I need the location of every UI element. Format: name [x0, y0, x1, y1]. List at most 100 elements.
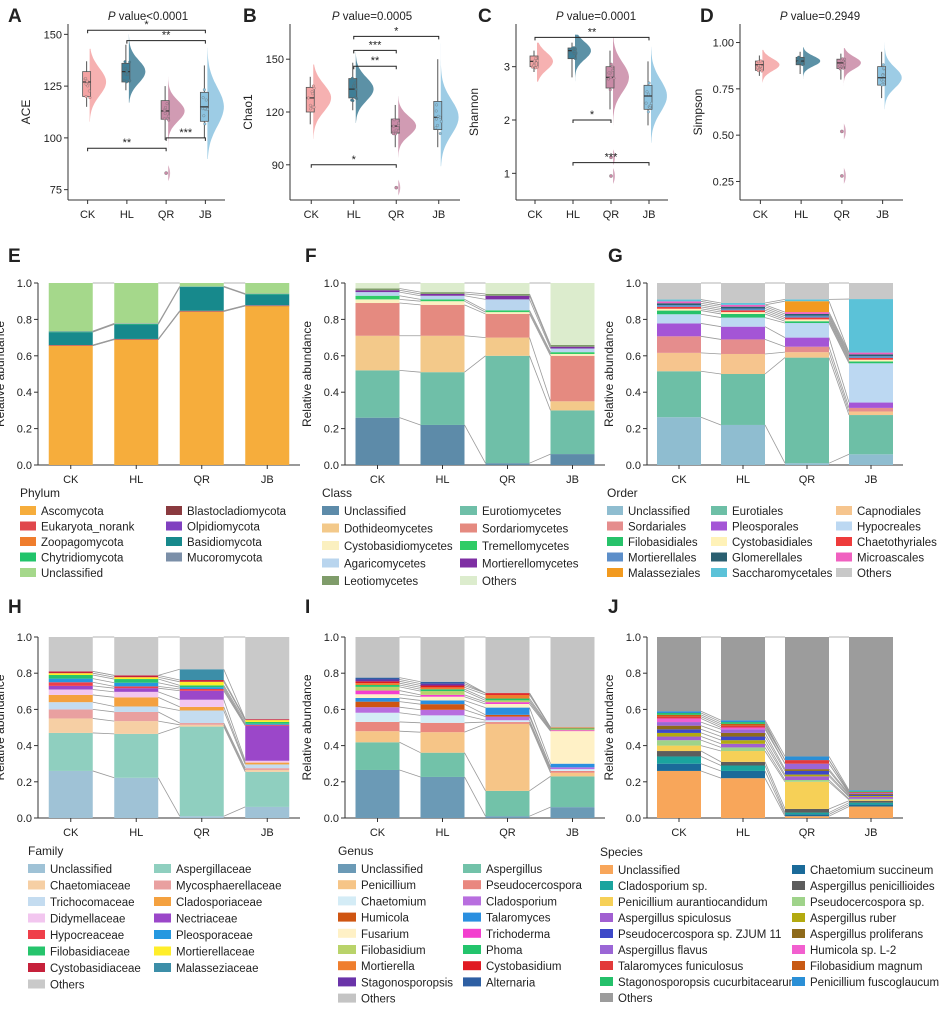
legend-f: Class Unclassified Eurotiomycetes Dothideom… [322, 486, 579, 588]
bar-segment-qr-trichocomaceae [179, 710, 224, 724]
legend-label-capnodiales: Capnodiales [857, 506, 921, 518]
legend-swatch [463, 945, 481, 954]
bar-segment-jb-cladosporium [550, 767, 595, 770]
bar-segment-hl-others [721, 637, 765, 721]
connector-line [399, 712, 421, 716]
violin-qr [168, 76, 185, 152]
connector-line [158, 682, 180, 688]
bar-segment-qr-cladosporium-sp [785, 812, 829, 815]
legend-swatch [600, 945, 613, 954]
bar-segment-ck-nectriaceae [48, 685, 93, 690]
x-tick-label: CK [80, 209, 96, 221]
legend-title: Genus [338, 844, 373, 858]
y-tick-label: 3 [504, 62, 510, 74]
bar-segment-qr-chaetomium [485, 720, 530, 723]
point [644, 101, 648, 105]
legend-label-mortierellomycetes: Mortierellomycetes [482, 559, 579, 571]
x-tick-label: HL [794, 209, 808, 221]
legend-label-others: Others [361, 994, 396, 1006]
legend-swatch [338, 912, 356, 922]
connector-line [828, 346, 850, 409]
point [881, 63, 885, 67]
bar-segment-jb-penicillium-aurantiocandidum [849, 799, 893, 801]
y-axis-label: Relative abundance [300, 674, 314, 780]
bar-segment-qr-mycosphaerellaceae [179, 723, 224, 725]
legend-swatch [600, 913, 613, 922]
legend-swatch [607, 552, 623, 562]
y-tick-label: 0.8 [626, 314, 641, 326]
connector-line [529, 720, 551, 770]
bar-segment-jb-eurotiales [849, 415, 893, 455]
connector-line [764, 317, 786, 324]
point [796, 56, 800, 60]
bar-segment-ck-hypocreales [657, 314, 701, 324]
bar-segment-qr-aspergillus-ruber [785, 774, 829, 777]
connector-line [399, 730, 421, 733]
connector-line [92, 732, 115, 735]
connector-line [828, 317, 850, 359]
point [608, 88, 612, 92]
connector-line [464, 681, 486, 694]
connector-line [399, 679, 421, 685]
legend-swatch [166, 521, 182, 531]
bar-segment-ck-others [657, 637, 701, 712]
bar-segment-hl-chaetomiaceae [114, 721, 159, 734]
connector-line [700, 710, 722, 721]
connector-line [529, 355, 551, 411]
bar-segment-hl-chytridiomycota [114, 323, 159, 325]
y-tick-label: 0.4 [17, 741, 32, 753]
connector-line [828, 337, 850, 403]
connector-line [700, 718, 722, 728]
violin-ck [89, 48, 107, 122]
bar-segment-qr-glomerellales [785, 313, 829, 316]
legend-swatch [792, 865, 805, 874]
x-tick-label: CK [370, 827, 386, 839]
bar-segment-jb-aspergillus-proliferans [849, 794, 893, 796]
panel-f: F 0.0 0.2 0.4 0.6 0.8 1.0 Relative abundance CK H… [300, 246, 605, 588]
connector-line [464, 335, 486, 338]
violin-qr [613, 37, 629, 126]
point [202, 114, 206, 118]
bar-segment-jb-filobasidiaceae [245, 721, 290, 724]
bar-segment-jb-pleosporaceae [245, 723, 290, 725]
x-tick-label: QR [834, 209, 851, 221]
y-tick-label: 0.0 [626, 460, 641, 472]
y-tick-label: 1.0 [17, 278, 32, 290]
connector-line [399, 369, 421, 373]
point [352, 84, 356, 88]
bar-segment-hl-trichocomaceae [114, 706, 159, 712]
panel-title-p: P [780, 11, 788, 23]
bar-segment-jb-aspergillus-penicillioides [849, 800, 893, 803]
bar-segment-qr-phoma [485, 698, 530, 701]
bar-segment-jb-hypocreaceae [245, 724, 290, 726]
point [438, 115, 442, 119]
bar-segment-ck-cystobasidiales [657, 308, 701, 311]
bar-segment-ck-cladosporium-sp [657, 756, 701, 764]
legend-title: Species [600, 845, 643, 859]
connector-line [529, 701, 551, 731]
bar-segment-qr-malasseziaceae [179, 669, 224, 681]
bar-segment-jb-pseudocercospora [550, 770, 595, 773]
panel-i: I 0.0 0.2 0.4 0.6 0.8 1.0 Relative abundance CK H… [300, 597, 605, 1006]
legend-swatch [322, 558, 339, 568]
point [438, 132, 442, 135]
bar-segment-ck-capnodiales [657, 352, 701, 372]
connector-line [828, 770, 850, 796]
violin-ck [537, 42, 553, 82]
connector-line [158, 687, 180, 692]
legend-label-basidiomycota: Basidiomycota [187, 537, 262, 549]
connector-line [158, 668, 180, 676]
bar-segment-qr-leotiomycetes [485, 293, 530, 296]
bar-segment-qr-mortierella [485, 694, 530, 699]
bar-segment-hl-mortierellomycetes [420, 293, 465, 296]
x-tick-label: CK [527, 209, 543, 221]
point [354, 96, 357, 100]
legend-label-trichocomaceae: Trichocomaceae [50, 897, 135, 909]
legend-label-cystobasidiales: Cystobasidiales [732, 537, 813, 549]
bar-segment-jb-sordariales [849, 407, 893, 412]
legend-swatch [20, 568, 36, 577]
y-tick-label: 1.0 [324, 278, 339, 290]
connector-line [464, 700, 486, 708]
connector-line [764, 770, 786, 815]
panel-title: P value<0.0001 [108, 11, 188, 23]
